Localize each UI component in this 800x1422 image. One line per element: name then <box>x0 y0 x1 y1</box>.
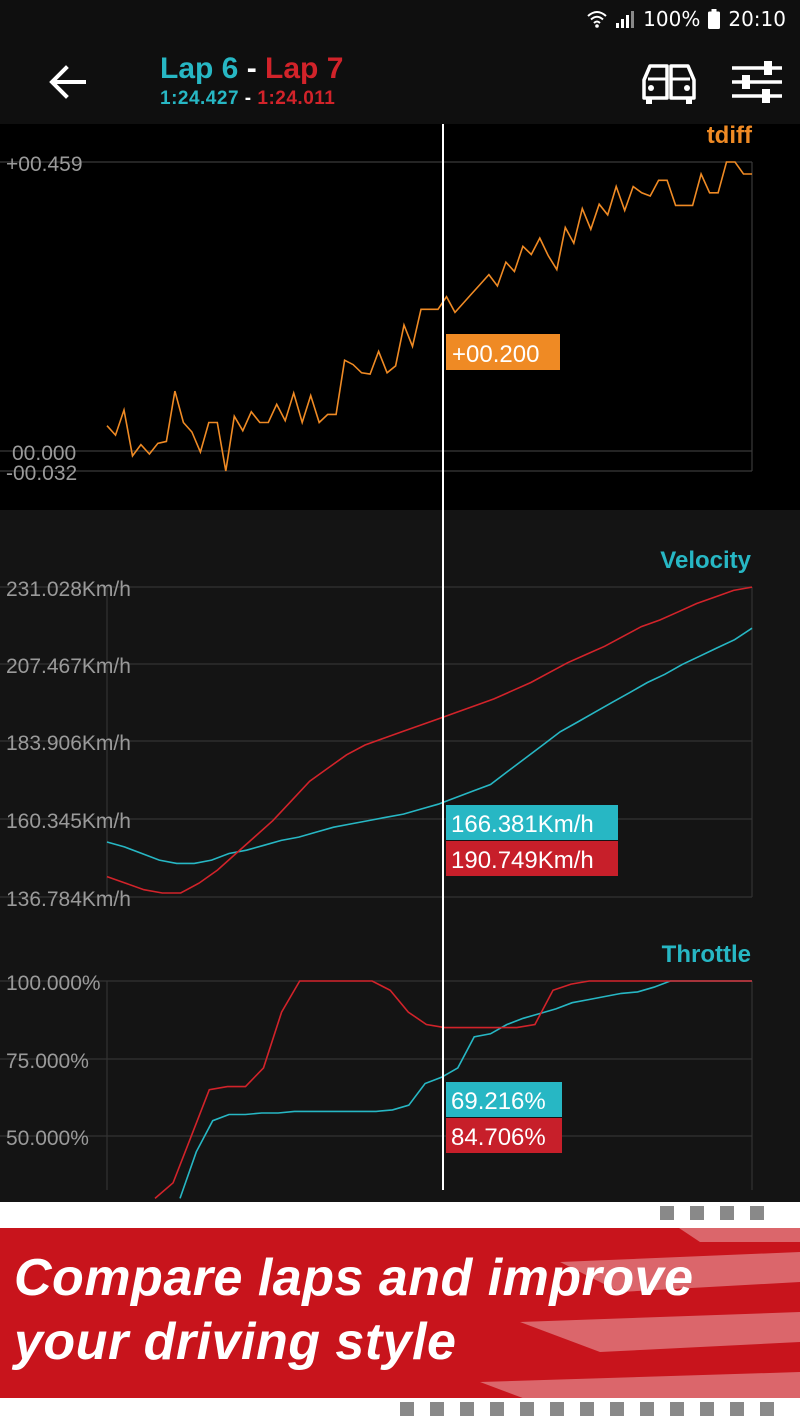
lap-b-label: Lap 7 <box>265 52 344 85</box>
velocity-tick-4: 160.345Km/h <box>6 810 131 833</box>
compare-cars-icon[interactable] <box>640 58 698 106</box>
lap-a-label: Lap 6 <box>160 52 239 85</box>
status-icons: 100% 20:10 <box>587 7 786 31</box>
throttle-tick-1: 100.000% <box>6 972 101 995</box>
throttle-tick-3: 50.000% <box>6 1127 89 1150</box>
banner-red-band <box>0 1228 800 1398</box>
throttle-tick-2: 75.000% <box>6 1050 89 1073</box>
velocity-chart: Velocity 231.028Km/h 207.467Km/h 183.906… <box>0 547 753 911</box>
time-separator: - <box>244 88 252 109</box>
throttle-title: Throttle <box>662 941 751 968</box>
velocity-cursor-label-lap-b: 190.749Km/h <box>446 841 618 876</box>
tire-track-graphic <box>400 1202 800 1416</box>
velocity-tick-5: 136.784Km/h <box>6 888 131 911</box>
signal-icon <box>616 11 635 28</box>
velocity-series-lap-a <box>106 627 753 865</box>
velocity-title: Velocity <box>660 547 751 574</box>
velocity-series-lap-b <box>106 586 753 894</box>
tdiff-cursor-label: +00.200 <box>446 334 560 370</box>
back-arrow-icon[interactable] <box>44 58 92 106</box>
banner-line-1: Compare laps and improve <box>14 1249 694 1307</box>
sliders-icon[interactable] <box>728 58 786 106</box>
wifi-icon <box>587 11 607 28</box>
svg-text:166.381Km/h: 166.381Km/h <box>451 811 594 838</box>
lap-a-time: 1:24.427 <box>160 88 240 109</box>
tdiff-title: tdiff <box>707 124 753 149</box>
app-header: Lap 6 - Lap 7 1:24.427 - 1:24.011 <box>0 40 800 124</box>
svg-text:69.216%: 69.216% <box>451 1088 546 1115</box>
velocity-cursor-label-lap-a: 166.381Km/h <box>446 805 618 840</box>
svg-text:190.749Km/h: 190.749Km/h <box>451 847 594 874</box>
battery-icon <box>708 9 721 29</box>
battery-percent: 100% <box>643 7 701 31</box>
throttle-cursor-label-lap-b: 84.706% <box>446 1118 562 1153</box>
svg-text:+00.200: +00.200 <box>452 341 539 368</box>
velocity-tick-3: 183.906Km/h <box>6 732 131 755</box>
velocity-tick-2: 207.467Km/h <box>6 655 131 678</box>
status-bar: 100% 20:10 <box>0 0 800 40</box>
banner-headline: Compare laps and improve your driving st… <box>14 1246 694 1374</box>
lap-charts[interactable]: tdiff +00.459 00.000 -00.032 Velocity 23… <box>0 124 800 1202</box>
tdiff-tick-top: +00.459 <box>6 153 83 176</box>
velocity-tick-1: 231.028Km/h <box>6 578 131 601</box>
tdiff-series-line <box>106 161 752 472</box>
lap-b-time: 1:24.011 <box>257 88 336 109</box>
throttle-series-lap-b <box>154 980 752 1200</box>
banner-line-2: your driving style <box>14 1313 457 1371</box>
clock-time: 20:10 <box>728 7 786 31</box>
tdiff-chart: tdiff +00.459 00.000 -00.032 <box>0 124 753 485</box>
throttle-cursor-label-lap-a: 69.216% <box>446 1082 562 1117</box>
lap-comparison-title: Lap 6 - Lap 7 1:24.427 - 1:24.011 <box>160 52 343 110</box>
title-separator: - <box>246 52 257 85</box>
promo-banner: Compare laps and improve your driving st… <box>0 1202 800 1422</box>
throttle-series-lap-a <box>179 980 752 1199</box>
tdiff-tick-bottom: -00.032 <box>6 462 77 485</box>
svg-text:84.706%: 84.706% <box>451 1124 546 1151</box>
tdiff-tick-zero: 00.000 <box>12 442 76 465</box>
throttle-chart: Throttle 100.000% 75.000% 50.000% <box>0 941 753 1200</box>
